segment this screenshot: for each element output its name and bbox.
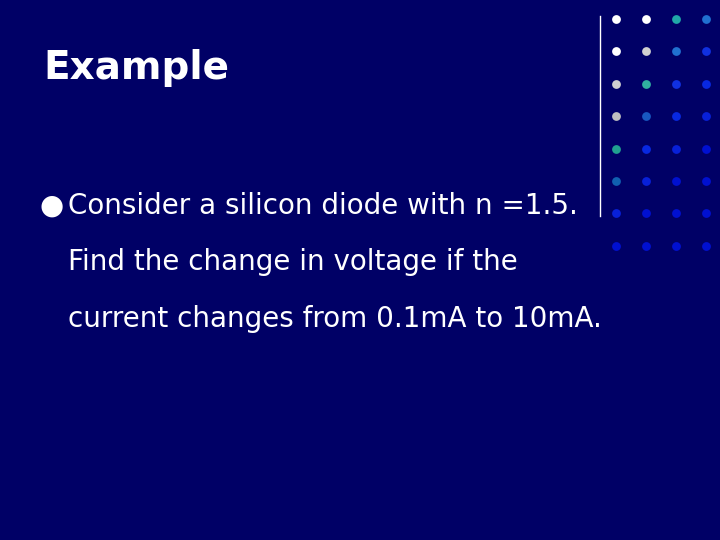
Point xyxy=(640,209,652,218)
Point xyxy=(610,47,621,56)
Point xyxy=(670,15,682,23)
Point xyxy=(701,47,712,56)
Point xyxy=(670,112,682,120)
Point xyxy=(610,144,621,153)
Point xyxy=(640,47,652,56)
Point xyxy=(640,15,652,23)
Text: ●: ● xyxy=(40,192,64,220)
Point xyxy=(701,209,712,218)
Point xyxy=(701,144,712,153)
Point xyxy=(640,144,652,153)
Point xyxy=(670,79,682,88)
Point xyxy=(640,177,652,185)
Text: Consider a silicon diode with n =1.5.: Consider a silicon diode with n =1.5. xyxy=(68,192,578,220)
Point xyxy=(701,112,712,120)
Point xyxy=(610,79,621,88)
Point xyxy=(670,177,682,185)
Point xyxy=(610,209,621,218)
Point xyxy=(610,15,621,23)
Point xyxy=(640,112,652,120)
Point xyxy=(610,177,621,185)
Point xyxy=(640,241,652,250)
Text: current changes from 0.1mA to 10mA.: current changes from 0.1mA to 10mA. xyxy=(68,305,602,333)
Point xyxy=(701,15,712,23)
Point xyxy=(701,79,712,88)
Point xyxy=(670,209,682,218)
Text: Find the change in voltage if the: Find the change in voltage if the xyxy=(68,248,518,276)
Point xyxy=(670,241,682,250)
Point xyxy=(701,177,712,185)
Point xyxy=(670,47,682,56)
Text: Example: Example xyxy=(43,49,229,86)
Point xyxy=(701,241,712,250)
Point xyxy=(640,79,652,88)
Point xyxy=(610,241,621,250)
Point xyxy=(610,112,621,120)
Point xyxy=(670,144,682,153)
